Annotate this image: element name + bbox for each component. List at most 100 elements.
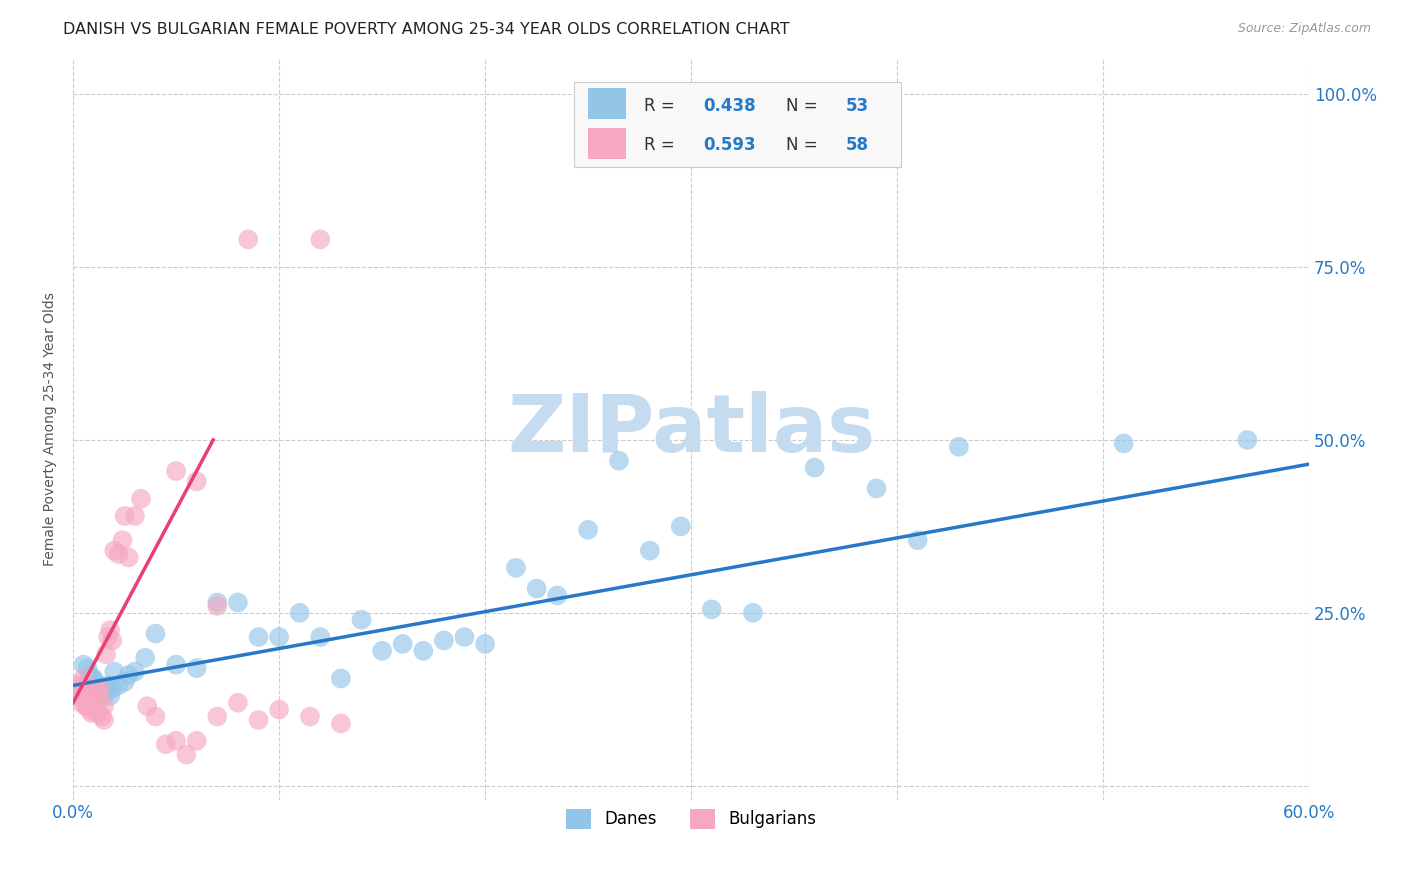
Text: DANISH VS BULGARIAN FEMALE POVERTY AMONG 25-34 YEAR OLDS CORRELATION CHART: DANISH VS BULGARIAN FEMALE POVERTY AMONG… xyxy=(63,22,790,37)
Point xyxy=(72,681,94,696)
Point xyxy=(94,681,117,696)
Point xyxy=(93,689,115,703)
Point xyxy=(83,699,105,714)
Point xyxy=(474,637,496,651)
Point xyxy=(186,475,208,489)
Point xyxy=(94,648,117,662)
Point xyxy=(207,595,229,609)
Point xyxy=(267,630,290,644)
Point xyxy=(145,709,167,723)
Point xyxy=(176,747,198,762)
Point xyxy=(165,464,187,478)
Point xyxy=(70,696,93,710)
Point xyxy=(803,460,825,475)
Point xyxy=(90,685,112,699)
Point xyxy=(76,699,98,714)
Text: N =: N = xyxy=(786,136,823,153)
Point xyxy=(93,713,115,727)
Point xyxy=(136,699,159,714)
Point xyxy=(90,709,112,723)
Point xyxy=(638,543,661,558)
Point xyxy=(87,685,110,699)
Point xyxy=(607,453,630,467)
Point xyxy=(89,678,111,692)
Point xyxy=(329,672,352,686)
Point xyxy=(371,644,394,658)
Point xyxy=(83,675,105,690)
Point xyxy=(76,661,98,675)
Point xyxy=(87,681,110,696)
Point xyxy=(72,657,94,672)
Point xyxy=(83,672,105,686)
Point xyxy=(76,685,98,699)
Point xyxy=(98,689,121,703)
Text: Source: ZipAtlas.com: Source: ZipAtlas.com xyxy=(1237,22,1371,36)
FancyBboxPatch shape xyxy=(574,82,901,167)
Point xyxy=(103,665,125,679)
Text: R =: R = xyxy=(644,136,681,153)
Point xyxy=(309,232,332,246)
Point xyxy=(93,699,115,714)
Point xyxy=(124,665,146,679)
Point xyxy=(79,668,101,682)
Point xyxy=(101,681,124,696)
Y-axis label: Female Poverty Among 25-34 Year Olds: Female Poverty Among 25-34 Year Olds xyxy=(44,293,58,566)
Point xyxy=(67,689,90,703)
Point xyxy=(391,637,413,651)
Text: ZIPatlas: ZIPatlas xyxy=(508,391,875,468)
Point xyxy=(1236,433,1258,447)
Point xyxy=(83,692,105,706)
Point xyxy=(165,657,187,672)
Point xyxy=(207,709,229,723)
Point xyxy=(103,543,125,558)
Point xyxy=(155,737,177,751)
Point xyxy=(80,689,103,703)
Legend: Danes, Bulgarians: Danes, Bulgarians xyxy=(560,802,823,836)
Point xyxy=(80,672,103,686)
Point xyxy=(75,692,97,706)
Point xyxy=(84,703,107,717)
Point xyxy=(89,692,111,706)
Point xyxy=(129,491,152,506)
Point xyxy=(741,606,763,620)
Bar xyxy=(589,128,626,160)
Point xyxy=(67,681,90,696)
Point xyxy=(669,519,692,533)
Point xyxy=(309,630,332,644)
Point xyxy=(412,644,434,658)
Point xyxy=(80,692,103,706)
Point xyxy=(247,630,270,644)
Point xyxy=(186,661,208,675)
Point xyxy=(87,706,110,720)
Point xyxy=(107,547,129,561)
Point xyxy=(165,733,187,747)
Point xyxy=(226,696,249,710)
Point xyxy=(101,633,124,648)
Point xyxy=(546,589,568,603)
Point xyxy=(865,481,887,495)
Point xyxy=(118,550,141,565)
Point xyxy=(238,232,260,246)
Point xyxy=(505,561,527,575)
Point xyxy=(350,613,373,627)
Point xyxy=(118,668,141,682)
Point xyxy=(84,678,107,692)
Point xyxy=(298,709,321,723)
Text: 53: 53 xyxy=(845,96,869,115)
Text: N =: N = xyxy=(786,96,823,115)
Point xyxy=(576,523,599,537)
Point xyxy=(267,703,290,717)
Point xyxy=(134,650,156,665)
Point xyxy=(66,678,89,692)
Text: R =: R = xyxy=(644,96,681,115)
Point xyxy=(114,675,136,690)
Point xyxy=(79,696,101,710)
Text: 0.438: 0.438 xyxy=(703,96,756,115)
Point xyxy=(75,699,97,714)
Point xyxy=(207,599,229,613)
Point xyxy=(700,602,723,616)
Point xyxy=(247,713,270,727)
Point xyxy=(89,681,111,696)
Point xyxy=(1112,436,1135,450)
Point xyxy=(111,533,134,548)
